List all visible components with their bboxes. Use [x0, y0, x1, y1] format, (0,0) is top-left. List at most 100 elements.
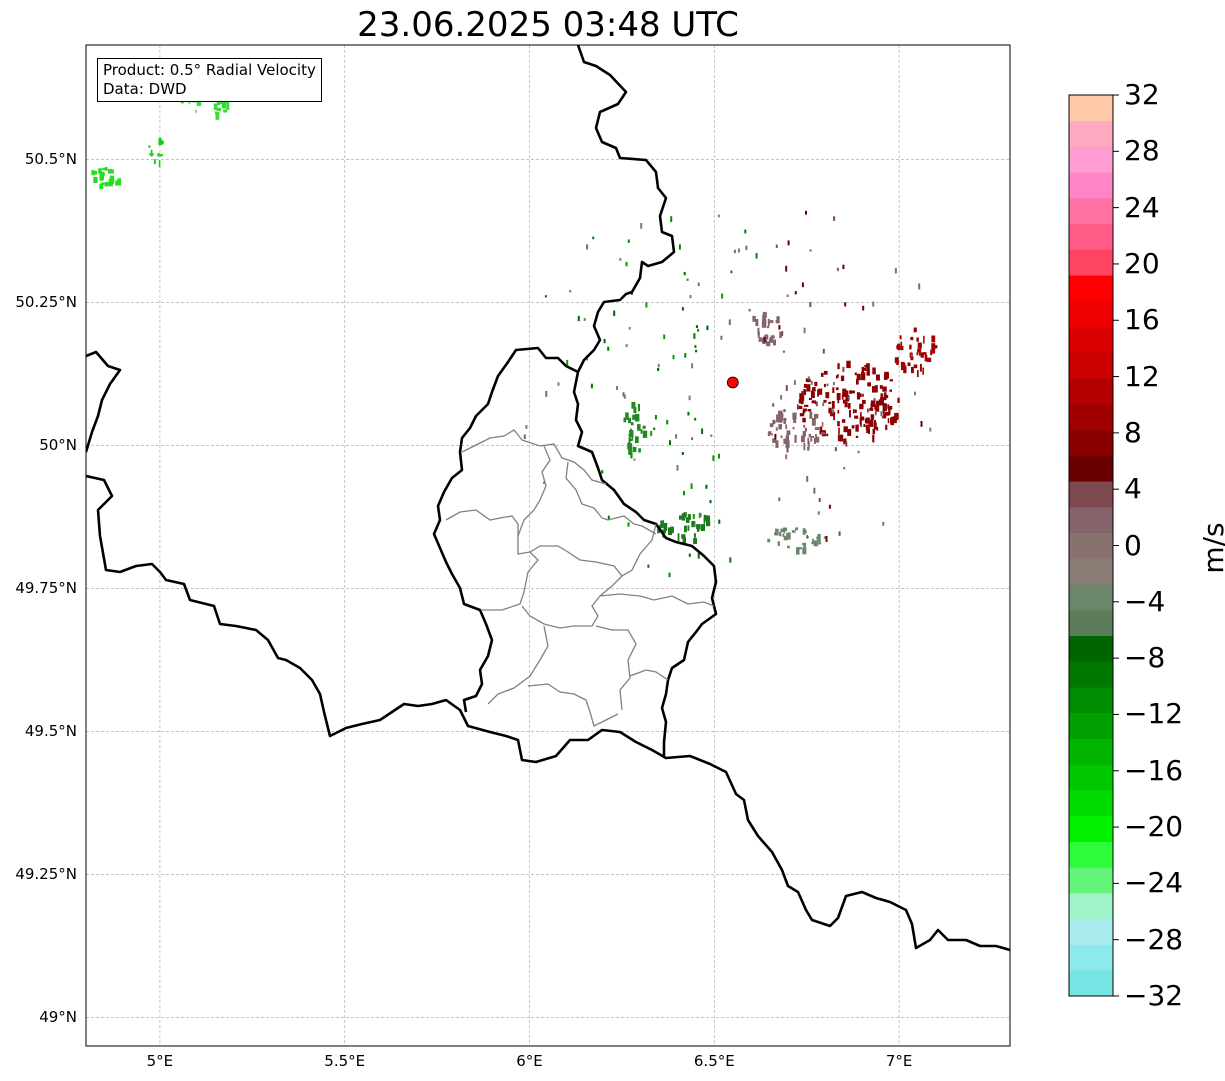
echo-cell [769, 423, 774, 428]
echo-cell [876, 426, 879, 431]
echo-cell [677, 533, 680, 541]
lon-label: 7°E [885, 1052, 913, 1070]
colorbar-bin [1069, 172, 1113, 199]
echo-cell [737, 248, 740, 253]
echo-cell [783, 418, 786, 424]
echo-cell [837, 374, 839, 378]
echo-cell [931, 335, 936, 343]
echo-cell [745, 245, 748, 250]
echo-cell [693, 533, 696, 538]
echo-cell [770, 433, 773, 436]
echo-cell [885, 424, 888, 431]
echo-cell [710, 434, 713, 437]
echo-cell [159, 140, 164, 144]
echo-cell [893, 416, 897, 424]
border-germany-west [572, 45, 718, 758]
echo-cell [583, 318, 586, 321]
echo-cell [757, 327, 760, 334]
echo-cell [880, 411, 883, 417]
echo-outbound-east-core [797, 360, 900, 445]
echo-cell [845, 395, 850, 402]
echo-cell [841, 394, 844, 400]
echo-cell [812, 387, 816, 392]
echo-cell [851, 425, 855, 429]
echo-cell [619, 258, 622, 261]
echo-cell [217, 100, 221, 106]
echo-cell [775, 440, 779, 448]
echo-cell [752, 315, 756, 322]
echo-cell [872, 434, 875, 443]
lon-label: 6.5°E [693, 1052, 735, 1070]
echo-cell [819, 426, 823, 435]
echo-cell [934, 345, 938, 349]
echo-cell [110, 169, 114, 174]
colorbar-bin [1069, 970, 1113, 997]
echo-cell [637, 424, 641, 431]
echo-cell [657, 528, 660, 534]
echo-cell [544, 295, 547, 298]
echo-cell [836, 267, 839, 272]
echo-cell [682, 537, 686, 544]
echo-cell [901, 363, 906, 371]
echo-cell [755, 253, 758, 259]
echo-cell [637, 403, 640, 412]
echo-cell [855, 424, 859, 432]
colorbar-tick-label: −24 [1124, 866, 1184, 900]
echo-cell [813, 437, 817, 444]
echo-cell [889, 389, 892, 392]
echo-cell [922, 367, 924, 375]
echo-cell [803, 389, 806, 395]
echo-cell [678, 244, 681, 250]
colorbar-tick-label: 12 [1124, 359, 1160, 393]
echo-cell [816, 536, 819, 540]
echo-cell [683, 490, 685, 496]
echo-cell [100, 182, 105, 185]
echo-cell [923, 335, 925, 344]
echo-cell [773, 339, 776, 346]
echo-cell [926, 357, 932, 363]
echo-cell [869, 407, 874, 411]
echo-cell [852, 409, 855, 414]
colorbar-bin [1069, 738, 1113, 765]
echo-cell [808, 433, 811, 438]
echo-cell [795, 527, 798, 531]
echo-cell [632, 446, 637, 453]
echo-cell [823, 370, 828, 375]
echo-cell [703, 518, 706, 524]
echo-cell [828, 407, 832, 414]
colorbar-bin [1069, 455, 1113, 482]
echo-cell [929, 427, 932, 432]
echo-cell [628, 437, 631, 444]
map-title: 23.06.2025 03:48 UTC [357, 5, 739, 45]
echo-cell [855, 435, 859, 438]
echo-cell [831, 401, 835, 409]
echo-cell [861, 366, 864, 373]
echo-cell [854, 415, 859, 419]
echo-cell [828, 504, 831, 509]
echo-cell [822, 402, 825, 407]
echo-cell [779, 413, 784, 421]
echo-cell [775, 244, 778, 248]
echo-cell [817, 533, 821, 542]
colorbar-tick-label: 0 [1124, 528, 1142, 562]
echo-cell [856, 378, 859, 385]
echo-cell [802, 542, 807, 546]
echo-cell [657, 363, 660, 368]
colorbar-tick-label: 20 [1124, 246, 1160, 280]
colorbar-bin [1069, 403, 1113, 431]
echo-cell [668, 572, 671, 578]
echo-cell [774, 433, 777, 440]
echo-cell [867, 408, 869, 413]
colorbar-tick-label: 4 [1124, 472, 1142, 506]
echo-cell [899, 335, 902, 340]
echo-cell [860, 416, 865, 421]
echo-cell [149, 153, 154, 156]
echo-cell [832, 382, 835, 386]
echo-cell [849, 390, 853, 394]
echo-cell [107, 168, 113, 174]
echo-cell [687, 411, 690, 416]
echo-cell [803, 424, 806, 428]
echo-cell [757, 331, 760, 338]
echo-cell [687, 514, 691, 520]
echo-cell [885, 395, 889, 399]
